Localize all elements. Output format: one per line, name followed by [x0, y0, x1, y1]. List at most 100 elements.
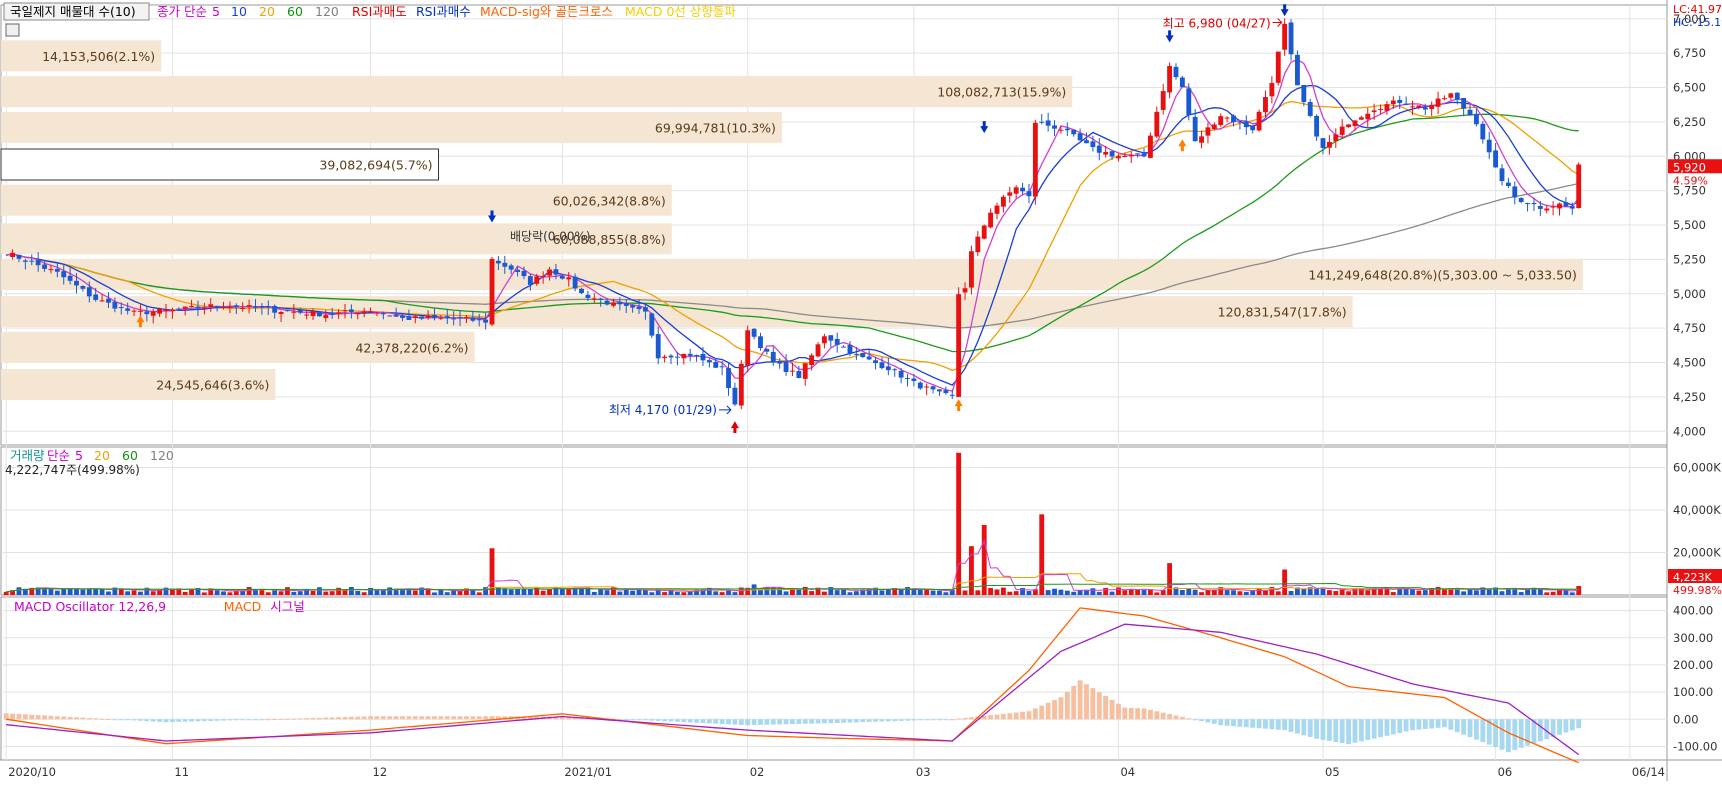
- candle-body: [1116, 156, 1121, 159]
- candle-body: [272, 306, 278, 313]
- volume-bar: [1352, 588, 1358, 595]
- volume-bar: [1333, 591, 1339, 595]
- settings-icon: [5, 23, 20, 37]
- macd-oscillator-bar: [323, 717, 329, 720]
- volume-bar: [106, 591, 111, 595]
- macd-oscillator-bar: [355, 716, 361, 720]
- macd-oscillator-bar: [54, 716, 60, 720]
- volume-bar: [1160, 590, 1166, 595]
- macd-oscillator-bar: [1141, 708, 1147, 720]
- candle-body: [834, 338, 840, 345]
- date-axis-label: 2021/01: [564, 765, 612, 779]
- date-axis-label: 04: [1120, 765, 1135, 779]
- price-axis-label: 7,000: [1673, 12, 1706, 26]
- candle-body: [1346, 124, 1352, 128]
- macd-oscillator-bar: [796, 719, 802, 724]
- macd-oscillator-bar: [336, 717, 342, 720]
- volume-bar: [1499, 591, 1505, 595]
- macd-oscillator-bar: [988, 715, 994, 720]
- volume-bar: [860, 589, 866, 595]
- macd-oscillator-bar: [80, 717, 86, 720]
- candle-body: [169, 309, 175, 312]
- candle-body: [821, 336, 827, 344]
- macd-oscillator-bar: [1135, 708, 1141, 720]
- candle-body: [425, 316, 431, 318]
- volume-bar: [1435, 586, 1441, 595]
- current-price-label: 5,920: [1673, 160, 1706, 174]
- candle-body: [457, 317, 463, 319]
- volume-bar: [1531, 587, 1537, 595]
- macd-oscillator-bar: [949, 719, 955, 721]
- volume-bar: [246, 587, 252, 595]
- candle-body: [1186, 88, 1192, 115]
- candle-body: [1243, 121, 1249, 128]
- candle-body: [182, 306, 188, 309]
- macd-oscillator-bar: [1231, 719, 1236, 727]
- volume-bar: [1371, 588, 1377, 595]
- volume-bar: [131, 590, 137, 595]
- macd-oscillator-bar: [1039, 705, 1045, 720]
- macd-oscillator-bar: [1109, 699, 1115, 720]
- volume-axis-label: 40,000K: [1673, 503, 1721, 517]
- volume-bar: [93, 588, 99, 595]
- volume-bar: [227, 592, 233, 595]
- candle-body: [1384, 104, 1390, 111]
- hc-label: HC:-15.19: [1673, 16, 1722, 29]
- macd-oscillator-bar: [981, 715, 987, 720]
- signal-arrow: [488, 210, 497, 223]
- volume-bar: [495, 587, 501, 595]
- price-axis-label: 4,750: [1673, 321, 1706, 335]
- macd-oscillator-bar: [99, 718, 105, 720]
- volume-bar: [1128, 589, 1134, 595]
- volume-bar: [905, 587, 910, 595]
- macd-oscillator-bar: [125, 719, 131, 721]
- candle-body: [611, 302, 616, 306]
- macd-oscillator-bar: [1167, 714, 1173, 720]
- candle-body: [355, 313, 361, 315]
- volume-bar: [521, 589, 527, 595]
- macd-oscillator-bar: [438, 716, 444, 720]
- candle-body: [540, 275, 546, 277]
- macd-oscillator-bar: [1422, 719, 1428, 730]
- volume-bar: [176, 588, 182, 595]
- volume-bar: [802, 586, 808, 595]
- volume-bar: [924, 589, 930, 595]
- candle-body: [1173, 66, 1179, 78]
- macd-oscillator-bar: [1448, 719, 1454, 730]
- candle-body: [495, 260, 501, 264]
- macd-oscillator-bar: [1307, 719, 1313, 737]
- volume-bar: [138, 591, 143, 595]
- volume-bar: [649, 592, 655, 595]
- candle-body: [1333, 134, 1339, 142]
- candle-body: [898, 370, 904, 378]
- macd-oscillator-bar: [1512, 719, 1518, 750]
- volume-bar: [1525, 588, 1530, 595]
- candle-body: [956, 294, 962, 397]
- macd-oscillator-bar: [630, 719, 636, 721]
- macd-oscillator-bar: [316, 717, 322, 720]
- candle-body: [809, 355, 815, 365]
- volume-bar: [285, 587, 290, 595]
- candle-body: [1096, 145, 1102, 153]
- volume-bar: [1269, 587, 1275, 595]
- volume-profile-bar: [1, 369, 276, 400]
- volume-bar: [169, 588, 175, 595]
- macd-oscillator-bar: [777, 719, 783, 725]
- volume-bar: [975, 590, 981, 595]
- macd-oscillator-bar: [636, 719, 642, 721]
- candle-body: [1576, 164, 1582, 208]
- candle-body: [233, 305, 239, 307]
- volume-bar: [508, 589, 514, 595]
- candle-body: [1390, 100, 1396, 105]
- candle-body: [74, 280, 79, 286]
- volume-bar: [316, 587, 322, 595]
- candle-body: [144, 311, 150, 315]
- candle-body: [316, 312, 322, 317]
- volume-bar: [86, 588, 92, 595]
- candle-body: [623, 303, 629, 306]
- volume-bar: [1071, 591, 1077, 595]
- macd-oscillator-bar: [617, 719, 623, 721]
- candle-body: [1448, 93, 1454, 98]
- dividend-annotation: 배당락(0.00%): [510, 229, 591, 243]
- candle-body: [310, 311, 316, 316]
